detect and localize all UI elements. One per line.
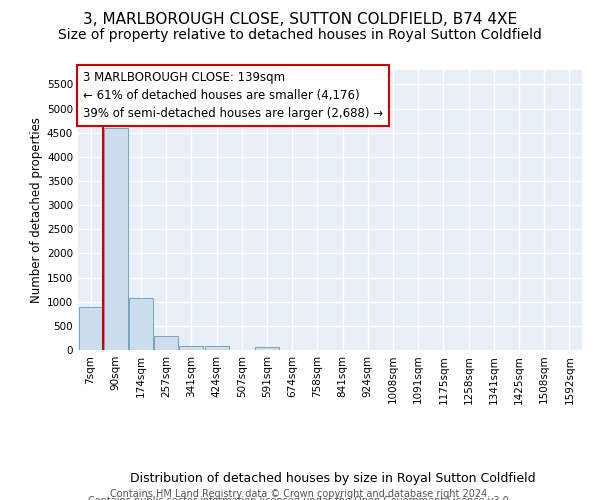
Text: Contains HM Land Registry data © Crown copyright and database right 2024.: Contains HM Land Registry data © Crown c… — [110, 489, 490, 499]
Bar — [129, 298, 153, 350]
Bar — [205, 346, 229, 350]
Text: Size of property relative to detached houses in Royal Sutton Coldfield: Size of property relative to detached ho… — [58, 28, 542, 42]
Bar — [154, 336, 178, 350]
Y-axis label: Number of detached properties: Number of detached properties — [30, 117, 43, 303]
Bar — [104, 128, 128, 350]
Text: Distribution of detached houses by size in Royal Sutton Coldfield: Distribution of detached houses by size … — [130, 472, 536, 485]
Text: Contains public sector information licensed under the Open Government Licence v3: Contains public sector information licen… — [88, 496, 512, 500]
Text: 3, MARLBOROUGH CLOSE, SUTTON COLDFIELD, B74 4XE: 3, MARLBOROUGH CLOSE, SUTTON COLDFIELD, … — [83, 12, 517, 28]
Bar — [179, 346, 203, 350]
Bar — [79, 306, 103, 350]
Bar — [255, 348, 279, 350]
Text: 3 MARLBOROUGH CLOSE: 139sqm
← 61% of detached houses are smaller (4,176)
39% of : 3 MARLBOROUGH CLOSE: 139sqm ← 61% of det… — [83, 72, 383, 120]
